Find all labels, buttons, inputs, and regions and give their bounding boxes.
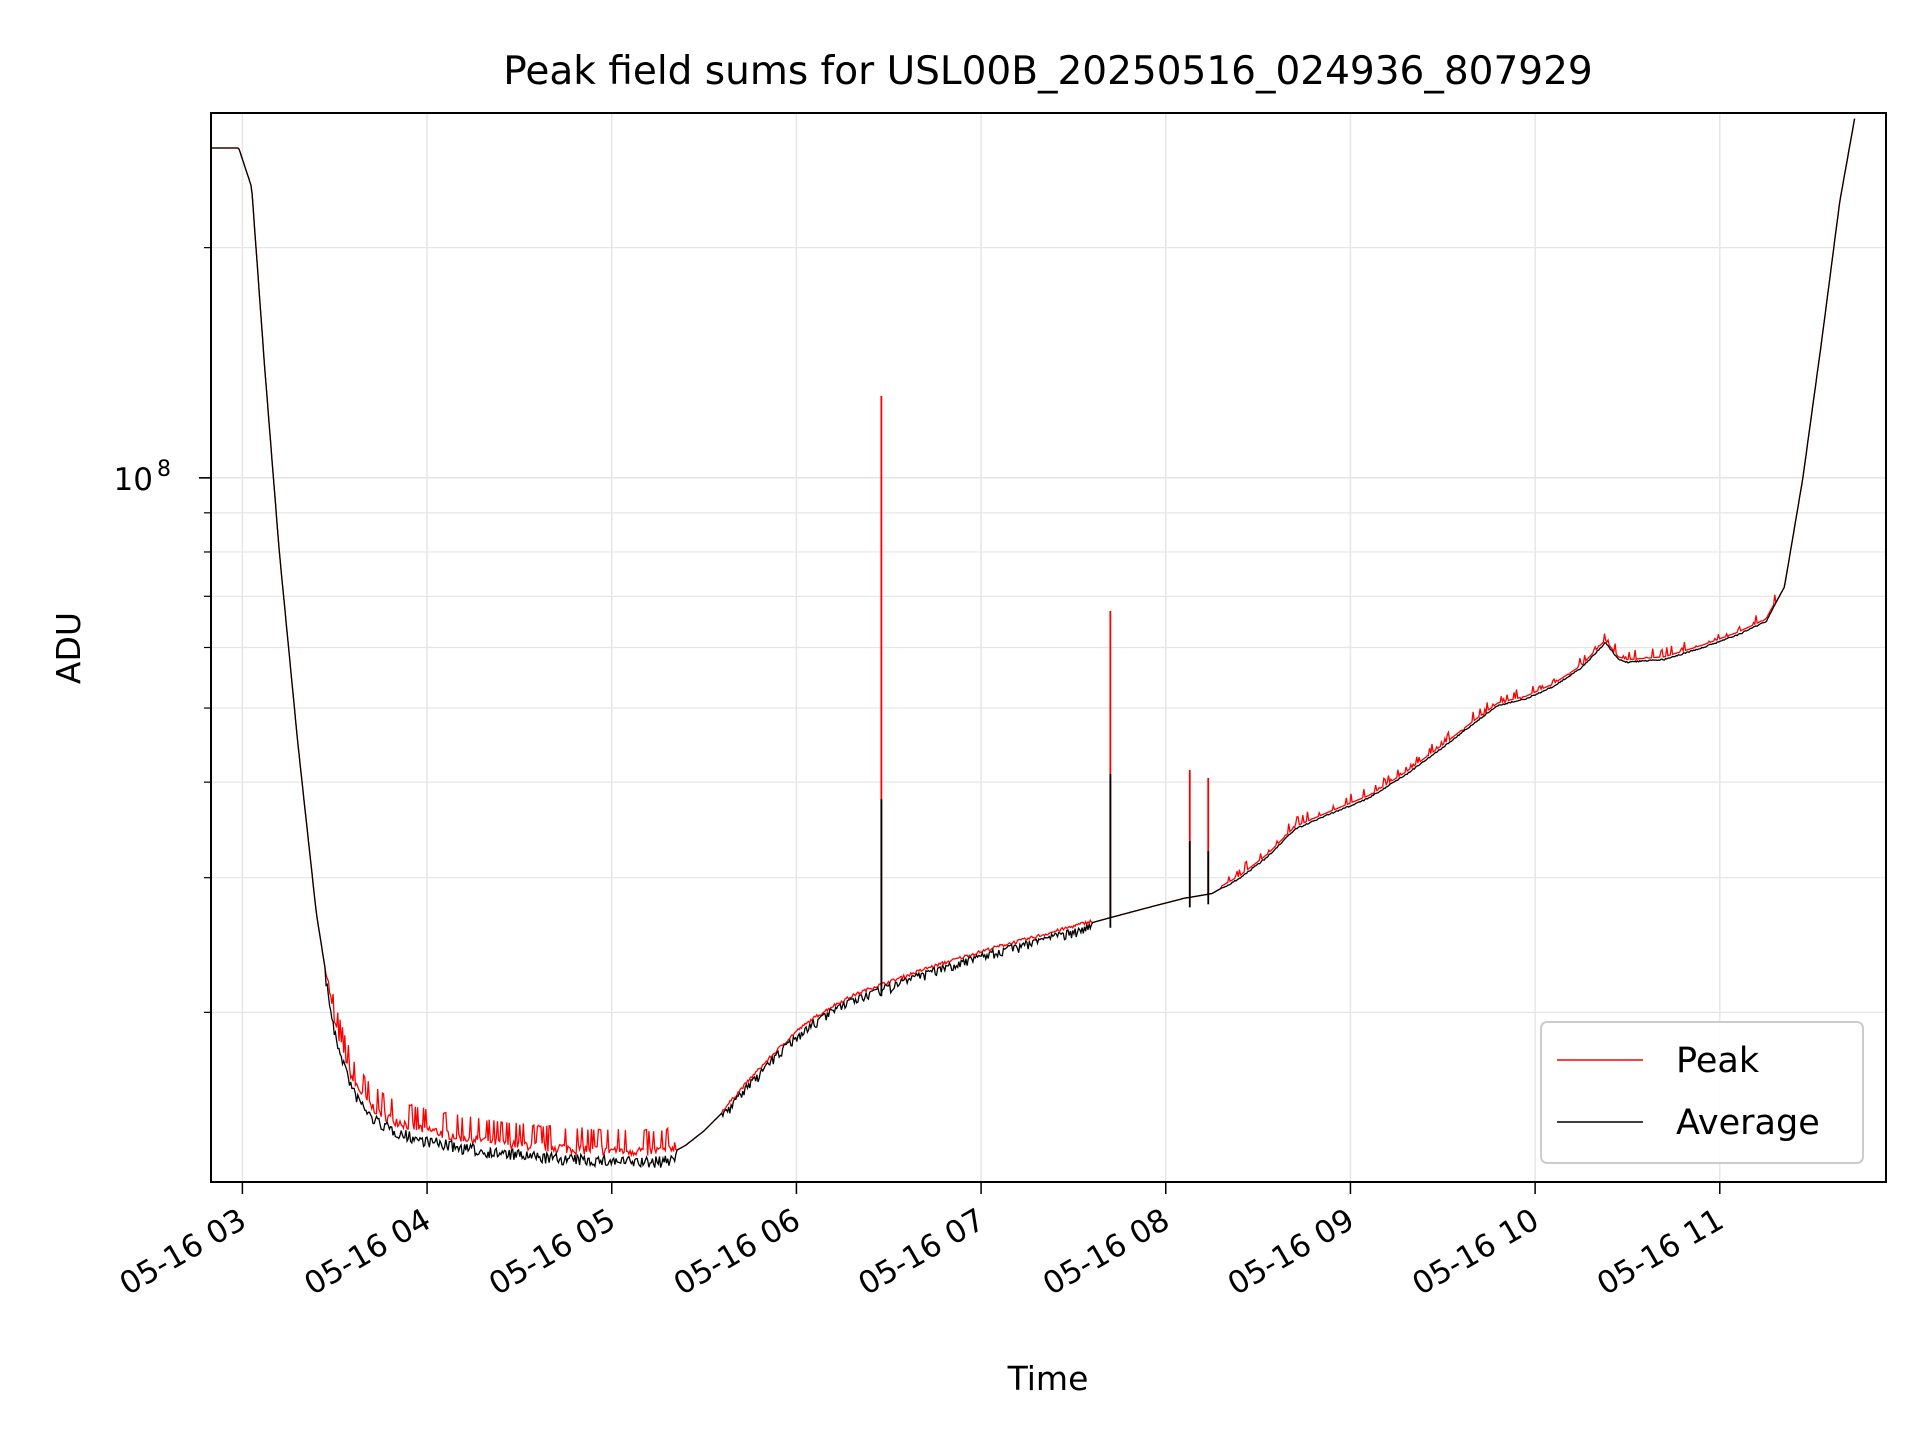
peak-line <box>211 118 1856 1158</box>
average-series <box>211 118 1856 1169</box>
y-axis: 10 8 <box>114 247 211 1013</box>
chart-title: Peak field sums for USL00B_20250516_0249… <box>503 49 1593 94</box>
legend: Peak Average <box>1540 1021 1864 1164</box>
y-axis-label: ADU <box>49 612 88 684</box>
y-tick-label-exponent: 8 <box>157 457 171 482</box>
x-axis-label: Time <box>1007 1359 1089 1398</box>
legend-average-label: Average <box>1676 1103 1820 1143</box>
gridlines <box>211 113 1886 1182</box>
average-line <box>211 118 1856 1169</box>
legend-peak-label: Peak <box>1676 1041 1760 1081</box>
y-tick-label-base: 10 <box>114 462 153 498</box>
legend-box <box>1540 1021 1864 1164</box>
